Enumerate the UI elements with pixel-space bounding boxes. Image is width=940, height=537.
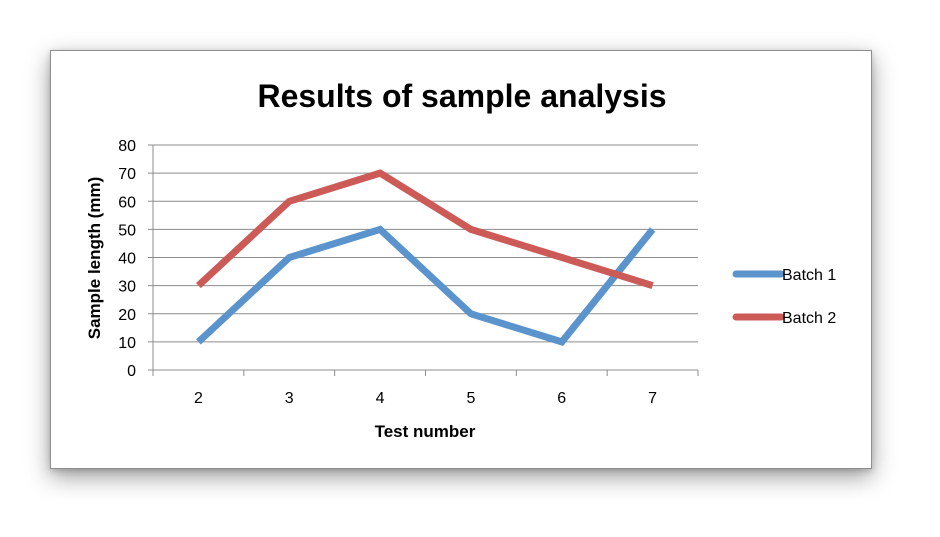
y-tick-label: 80 — [118, 138, 136, 155]
y-tick-label: 70 — [118, 166, 136, 183]
chart-title: Results of sample analysis — [257, 78, 666, 114]
y-tick-label: 10 — [118, 335, 136, 352]
y-tick-label: 60 — [118, 194, 136, 211]
x-axis-title: Test number — [375, 422, 476, 441]
x-tick-label: 2 — [194, 390, 203, 407]
chart-frame — [50, 50, 872, 469]
x-tick-label: 7 — [648, 390, 657, 407]
y-tick-label: 50 — [118, 222, 136, 239]
y-tick-label: 30 — [118, 279, 136, 296]
series-line-1 — [196, 225, 656, 346]
y-tick-label: 20 — [118, 307, 136, 324]
legend: Batch 1 Batch 2 — [732, 267, 836, 327]
x-tick-label: 6 — [557, 390, 566, 407]
axes: 0 10 20 30 40 50 60 70 80 2 3 4 5 6 7 — [118, 138, 699, 407]
y-axis-title: Sample length (mm) — [85, 177, 104, 339]
x-tick-label: 5 — [466, 390, 475, 407]
x-tick-label: 3 — [285, 390, 294, 407]
legend-label-2: Batch 2 — [782, 310, 836, 327]
series-line-2 — [196, 169, 654, 289]
series-lines — [196, 169, 656, 346]
y-tick-label: 40 — [118, 251, 136, 268]
x-tick-label: 4 — [376, 390, 385, 407]
legend-label-1: Batch 1 — [782, 267, 836, 284]
y-tick-label: 0 — [127, 363, 136, 380]
